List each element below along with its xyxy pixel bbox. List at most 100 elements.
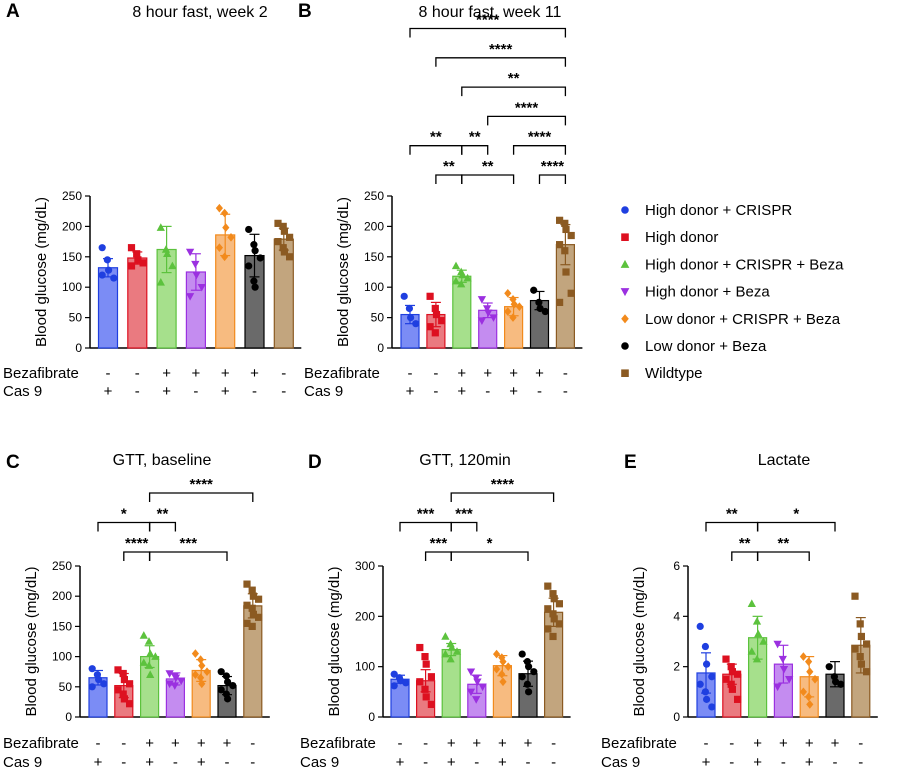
significance-label: *** (180, 535, 198, 552)
y-tick-label: 0 (75, 341, 82, 355)
cas9-sign: - (225, 754, 230, 770)
data-point (156, 278, 165, 286)
data-point (567, 231, 575, 240)
data-point (222, 223, 230, 232)
legend-marker (621, 314, 629, 324)
data-point (146, 649, 155, 657)
row-label-bezafibrate: Bezafibrate (304, 365, 380, 382)
data-point (248, 604, 256, 612)
data-point (562, 225, 570, 234)
data-point (463, 273, 472, 282)
cas9-sign: + (162, 383, 171, 400)
chart-title: 8 hour fast, week 11 (419, 4, 562, 21)
data-point (536, 304, 544, 313)
data-point (701, 688, 710, 696)
data-point (778, 655, 787, 664)
cas9-sign: - (423, 754, 428, 770)
data-point (759, 637, 768, 645)
row-label-bezafibrate: Bezafibrate (3, 735, 79, 752)
data-point (161, 245, 171, 253)
cas9-sign: + (509, 383, 518, 400)
y-tick-label: 50 (59, 680, 73, 694)
data-point (703, 660, 711, 668)
y-tick-label: 50 (371, 311, 385, 325)
data-point (863, 640, 871, 648)
data-point (412, 320, 420, 328)
y-tick-label: 250 (52, 559, 72, 573)
data-point (504, 307, 512, 316)
cas9-sign: + (104, 383, 113, 400)
legend-label: Low donor + CRISPR + Beza (645, 311, 841, 328)
data-point (549, 632, 557, 641)
data-point (438, 317, 446, 325)
data-point (171, 674, 181, 683)
data-point (177, 677, 186, 686)
y-tick-label: 100 (52, 650, 72, 664)
data-point (544, 625, 552, 633)
cas9-sign: - (252, 383, 257, 400)
data-point (249, 610, 257, 618)
significance-bracket (756, 551, 810, 561)
data-point (198, 679, 206, 689)
data-point (279, 222, 287, 230)
y-tick-label: 200 (355, 609, 375, 623)
data-point (857, 632, 865, 641)
bezafibrate-sign: + (498, 735, 507, 752)
cas9-sign: - (433, 383, 438, 400)
data-point (248, 622, 256, 630)
legend-marker (621, 233, 629, 241)
data-point (243, 619, 251, 627)
data-point (556, 216, 564, 224)
data-point (126, 680, 134, 688)
data-point (805, 692, 813, 702)
data-point (426, 323, 434, 331)
data-point (499, 657, 507, 666)
y-axis-label: Blood glucose (mg/dL) (631, 566, 648, 716)
legend-label: Low donor + Beza (645, 338, 767, 355)
legend-label: Wildtype (645, 365, 703, 382)
data-point (421, 653, 429, 661)
panel-letter: B (298, 1, 312, 22)
data-point (144, 661, 154, 669)
data-point (523, 680, 532, 688)
data-point (856, 653, 864, 661)
data-point (478, 683, 487, 692)
cas9-sign: - (537, 383, 542, 400)
significance-label: ** (430, 129, 442, 146)
data-point (274, 238, 282, 246)
data-point (825, 663, 833, 671)
data-point (851, 592, 859, 600)
y-tick-label: 100 (355, 660, 375, 674)
legend-marker (621, 342, 629, 350)
data-point (493, 649, 501, 659)
data-point (734, 670, 742, 678)
significance-bracket (435, 57, 567, 67)
data-point (851, 645, 859, 653)
data-point (255, 613, 263, 621)
data-point (197, 283, 206, 292)
significance-label: ** (443, 158, 455, 175)
data-point (544, 605, 552, 613)
significance-bracket (435, 174, 463, 184)
y-tick-label: 200 (62, 219, 82, 233)
data-point (773, 683, 782, 692)
y-tick-label: 300 (355, 559, 375, 573)
cas9-sign: - (193, 383, 198, 400)
significance-bracket (461, 86, 567, 97)
y-tick-label: 150 (364, 250, 384, 264)
significance-label: **** (528, 129, 552, 146)
data-point (530, 286, 538, 294)
data-point (120, 695, 128, 703)
data-point (518, 673, 526, 681)
data-point (477, 296, 487, 304)
bezafibrate-sign: + (223, 735, 232, 752)
bezafibrate-sign: - (563, 365, 568, 382)
data-point (482, 305, 492, 313)
significance-label: ** (157, 506, 169, 523)
y-tick-label: 0 (368, 710, 375, 724)
significance-label: *** (455, 506, 473, 523)
data-point (722, 675, 730, 683)
panel-letter: C (6, 452, 20, 473)
data-point (544, 582, 552, 590)
